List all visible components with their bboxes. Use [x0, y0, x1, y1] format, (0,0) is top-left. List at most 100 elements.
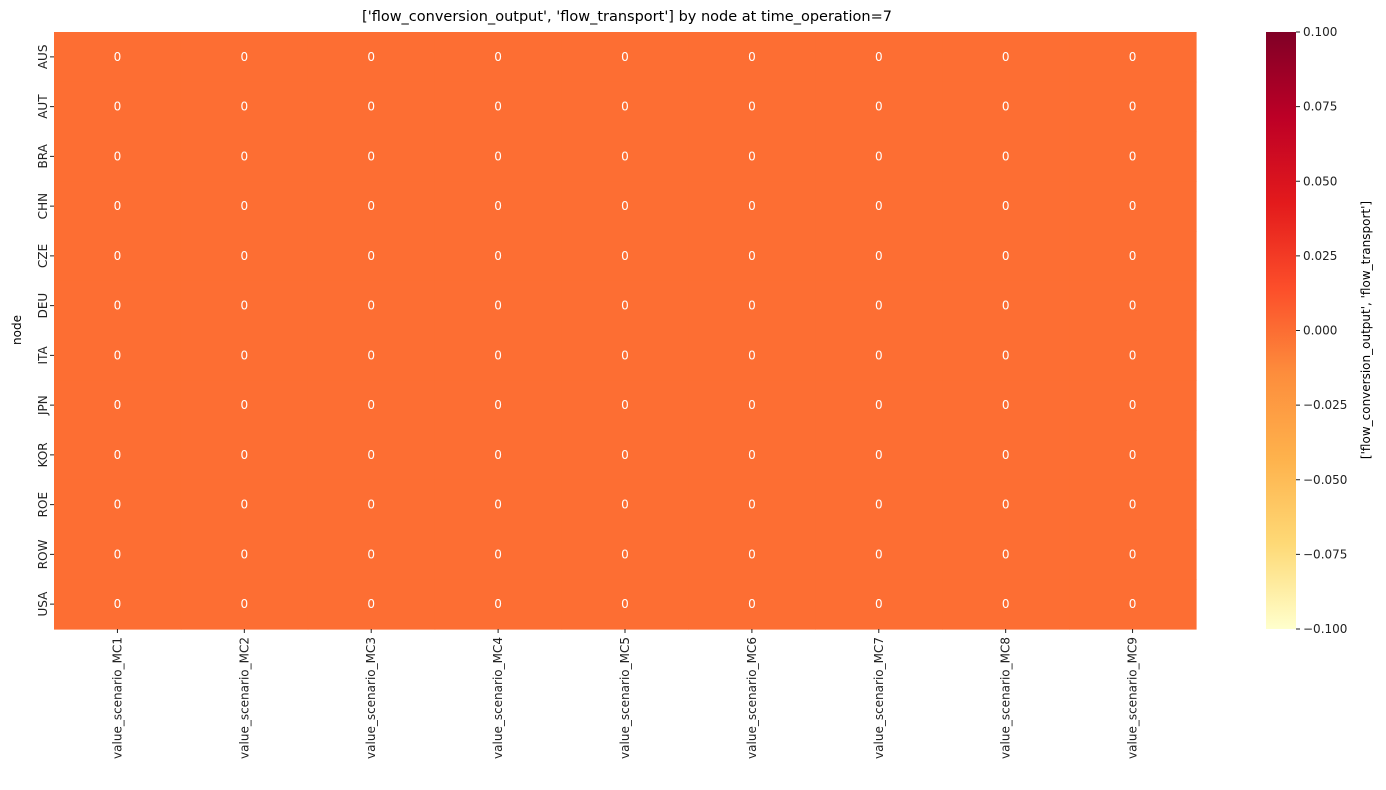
heatmap-cell — [561, 231, 690, 282]
cell-value-label: 0 — [1002, 498, 1010, 512]
cell-value-label: 0 — [114, 149, 122, 163]
cell-value-label: 0 — [367, 100, 375, 114]
heatmap-cell — [561, 529, 690, 580]
cell-value-label: 0 — [494, 299, 502, 313]
cell-value-label: 0 — [1129, 249, 1137, 263]
heatmap-cell — [942, 231, 1070, 282]
cell-annotations: 0 0 0 0 0 0 0 0 0 0 0 0 0 0 0 0 0 0 0 0 0 0 0 0 0 0 0 0 0 0 0 0 0 0 0 0 0 0 0 0… — [114, 50, 1137, 611]
cell-value-label: 0 — [367, 398, 375, 412]
cell-value-label: 0 — [1002, 249, 1010, 263]
cell-value-label: 0 — [1129, 149, 1137, 163]
heatmap-cell — [54, 529, 182, 580]
cell-value-label: 0 — [114, 299, 122, 313]
cell-value-label: 0 — [1002, 448, 1010, 462]
heatmap-cells — [54, 32, 1197, 630]
heatmap-cell — [54, 479, 182, 531]
y-tick-label: JPN — [36, 395, 50, 416]
heatmap-cell — [1069, 479, 1197, 531]
cell-value-label: 0 — [621, 199, 629, 213]
x-tick-label: value_scenario_MC9 — [1126, 637, 1140, 759]
heatmap-cell — [688, 430, 816, 481]
heatmap-cell — [942, 529, 1070, 580]
cell-value-label: 0 — [494, 199, 502, 213]
cell-value-label: 0 — [748, 498, 756, 512]
heatmap-cell — [688, 380, 816, 431]
heatmap-cell — [434, 479, 563, 531]
x-tick-label: value_scenario_MC6 — [745, 637, 759, 759]
heatmap-cell — [434, 529, 563, 580]
heatmap-cell — [561, 330, 690, 381]
cell-value-label: 0 — [748, 597, 756, 611]
heatmap-cell — [307, 81, 436, 133]
cell-value-label: 0 — [1002, 50, 1010, 64]
cell-value-label: 0 — [114, 249, 122, 263]
cell-value-label: 0 — [1129, 348, 1137, 362]
y-tick-label: ROW — [36, 539, 50, 569]
heatmap-cell — [307, 330, 436, 381]
cell-value-label: 0 — [1002, 547, 1010, 561]
cell-value-label: 0 — [1002, 100, 1010, 114]
cell-value-label: 0 — [748, 448, 756, 462]
cell-value-label: 0 — [494, 448, 502, 462]
heatmap-cell — [307, 579, 436, 630]
cell-value-label: 0 — [367, 448, 375, 462]
heatmap-cell — [1069, 181, 1197, 232]
heatmap-cell — [180, 330, 309, 381]
heatmap-cell — [54, 231, 182, 282]
heatmap-cell — [561, 181, 690, 232]
heatmap-cell — [561, 280, 690, 332]
cell-value-label: 0 — [875, 498, 883, 512]
cell-value-label: 0 — [621, 547, 629, 561]
cell-value-label: 0 — [748, 348, 756, 362]
heatmap-cell — [688, 131, 816, 182]
cell-value-label: 0 — [367, 149, 375, 163]
heatmap-cell — [434, 81, 563, 133]
heatmap-cell — [434, 330, 563, 381]
colorbar-tick-label: 0.075 — [1303, 100, 1337, 114]
heatmap-cell — [307, 479, 436, 531]
cell-value-label: 0 — [621, 249, 629, 263]
heatmap-cell — [688, 181, 816, 232]
heatmap-cell — [180, 131, 309, 182]
heatmap-cell — [180, 181, 309, 232]
heatmap-cell — [1069, 131, 1197, 182]
heatmap-cell — [688, 529, 816, 580]
cell-value-label: 0 — [241, 597, 249, 611]
heatmap-cell — [1069, 579, 1197, 630]
cell-value-label: 0 — [114, 547, 122, 561]
heatmap-cell — [1069, 529, 1197, 580]
colorbar-tick-label: −0.100 — [1303, 622, 1347, 636]
colorbar-tick-label: 0.100 — [1303, 25, 1337, 39]
heatmap-cell — [54, 131, 182, 182]
colorbar: 0.100 0.075 0.050 0.025 0.000 −0.025 −0.050 −0.… — [1266, 25, 1373, 636]
heatmap-cell — [307, 181, 436, 232]
heatmap-cell — [307, 529, 436, 580]
colorbar-gradient — [1266, 32, 1296, 629]
cell-value-label: 0 — [494, 149, 502, 163]
cell-value-label: 0 — [114, 597, 122, 611]
heatmap-cell — [180, 81, 309, 133]
heatmap-cell — [54, 32, 182, 83]
heatmap-cell — [815, 181, 943, 232]
cell-value-label: 0 — [494, 100, 502, 114]
heatmap-cell — [1069, 32, 1197, 83]
cell-value-label: 0 — [748, 398, 756, 412]
cell-value-label: 0 — [1002, 199, 1010, 213]
y-axis-ticks: AUS AUT BRA CHN CZE DEU ITA JPN KOR ROE ROW USA — [36, 45, 54, 617]
cell-value-label: 0 — [1002, 348, 1010, 362]
heatmap-cell — [815, 479, 943, 531]
cell-value-label: 0 — [494, 348, 502, 362]
cell-value-label: 0 — [748, 299, 756, 313]
cell-value-label: 0 — [748, 100, 756, 114]
heatmap-cell — [434, 380, 563, 431]
y-tick-label: DEU — [36, 293, 50, 319]
cell-value-label: 0 — [367, 299, 375, 313]
colorbar-ticks: 0.100 0.075 0.050 0.025 0.000 −0.025 −0.050 −0.… — [1296, 25, 1347, 636]
heatmap-cell — [54, 81, 182, 133]
heatmap-cell — [561, 430, 690, 481]
x-tick-label: value_scenario_MC4 — [491, 637, 505, 759]
heatmap-cell — [815, 231, 943, 282]
cell-value-label: 0 — [114, 50, 122, 64]
x-tick-label: value_scenario_MC7 — [872, 637, 886, 759]
heatmap-cell — [307, 430, 436, 481]
